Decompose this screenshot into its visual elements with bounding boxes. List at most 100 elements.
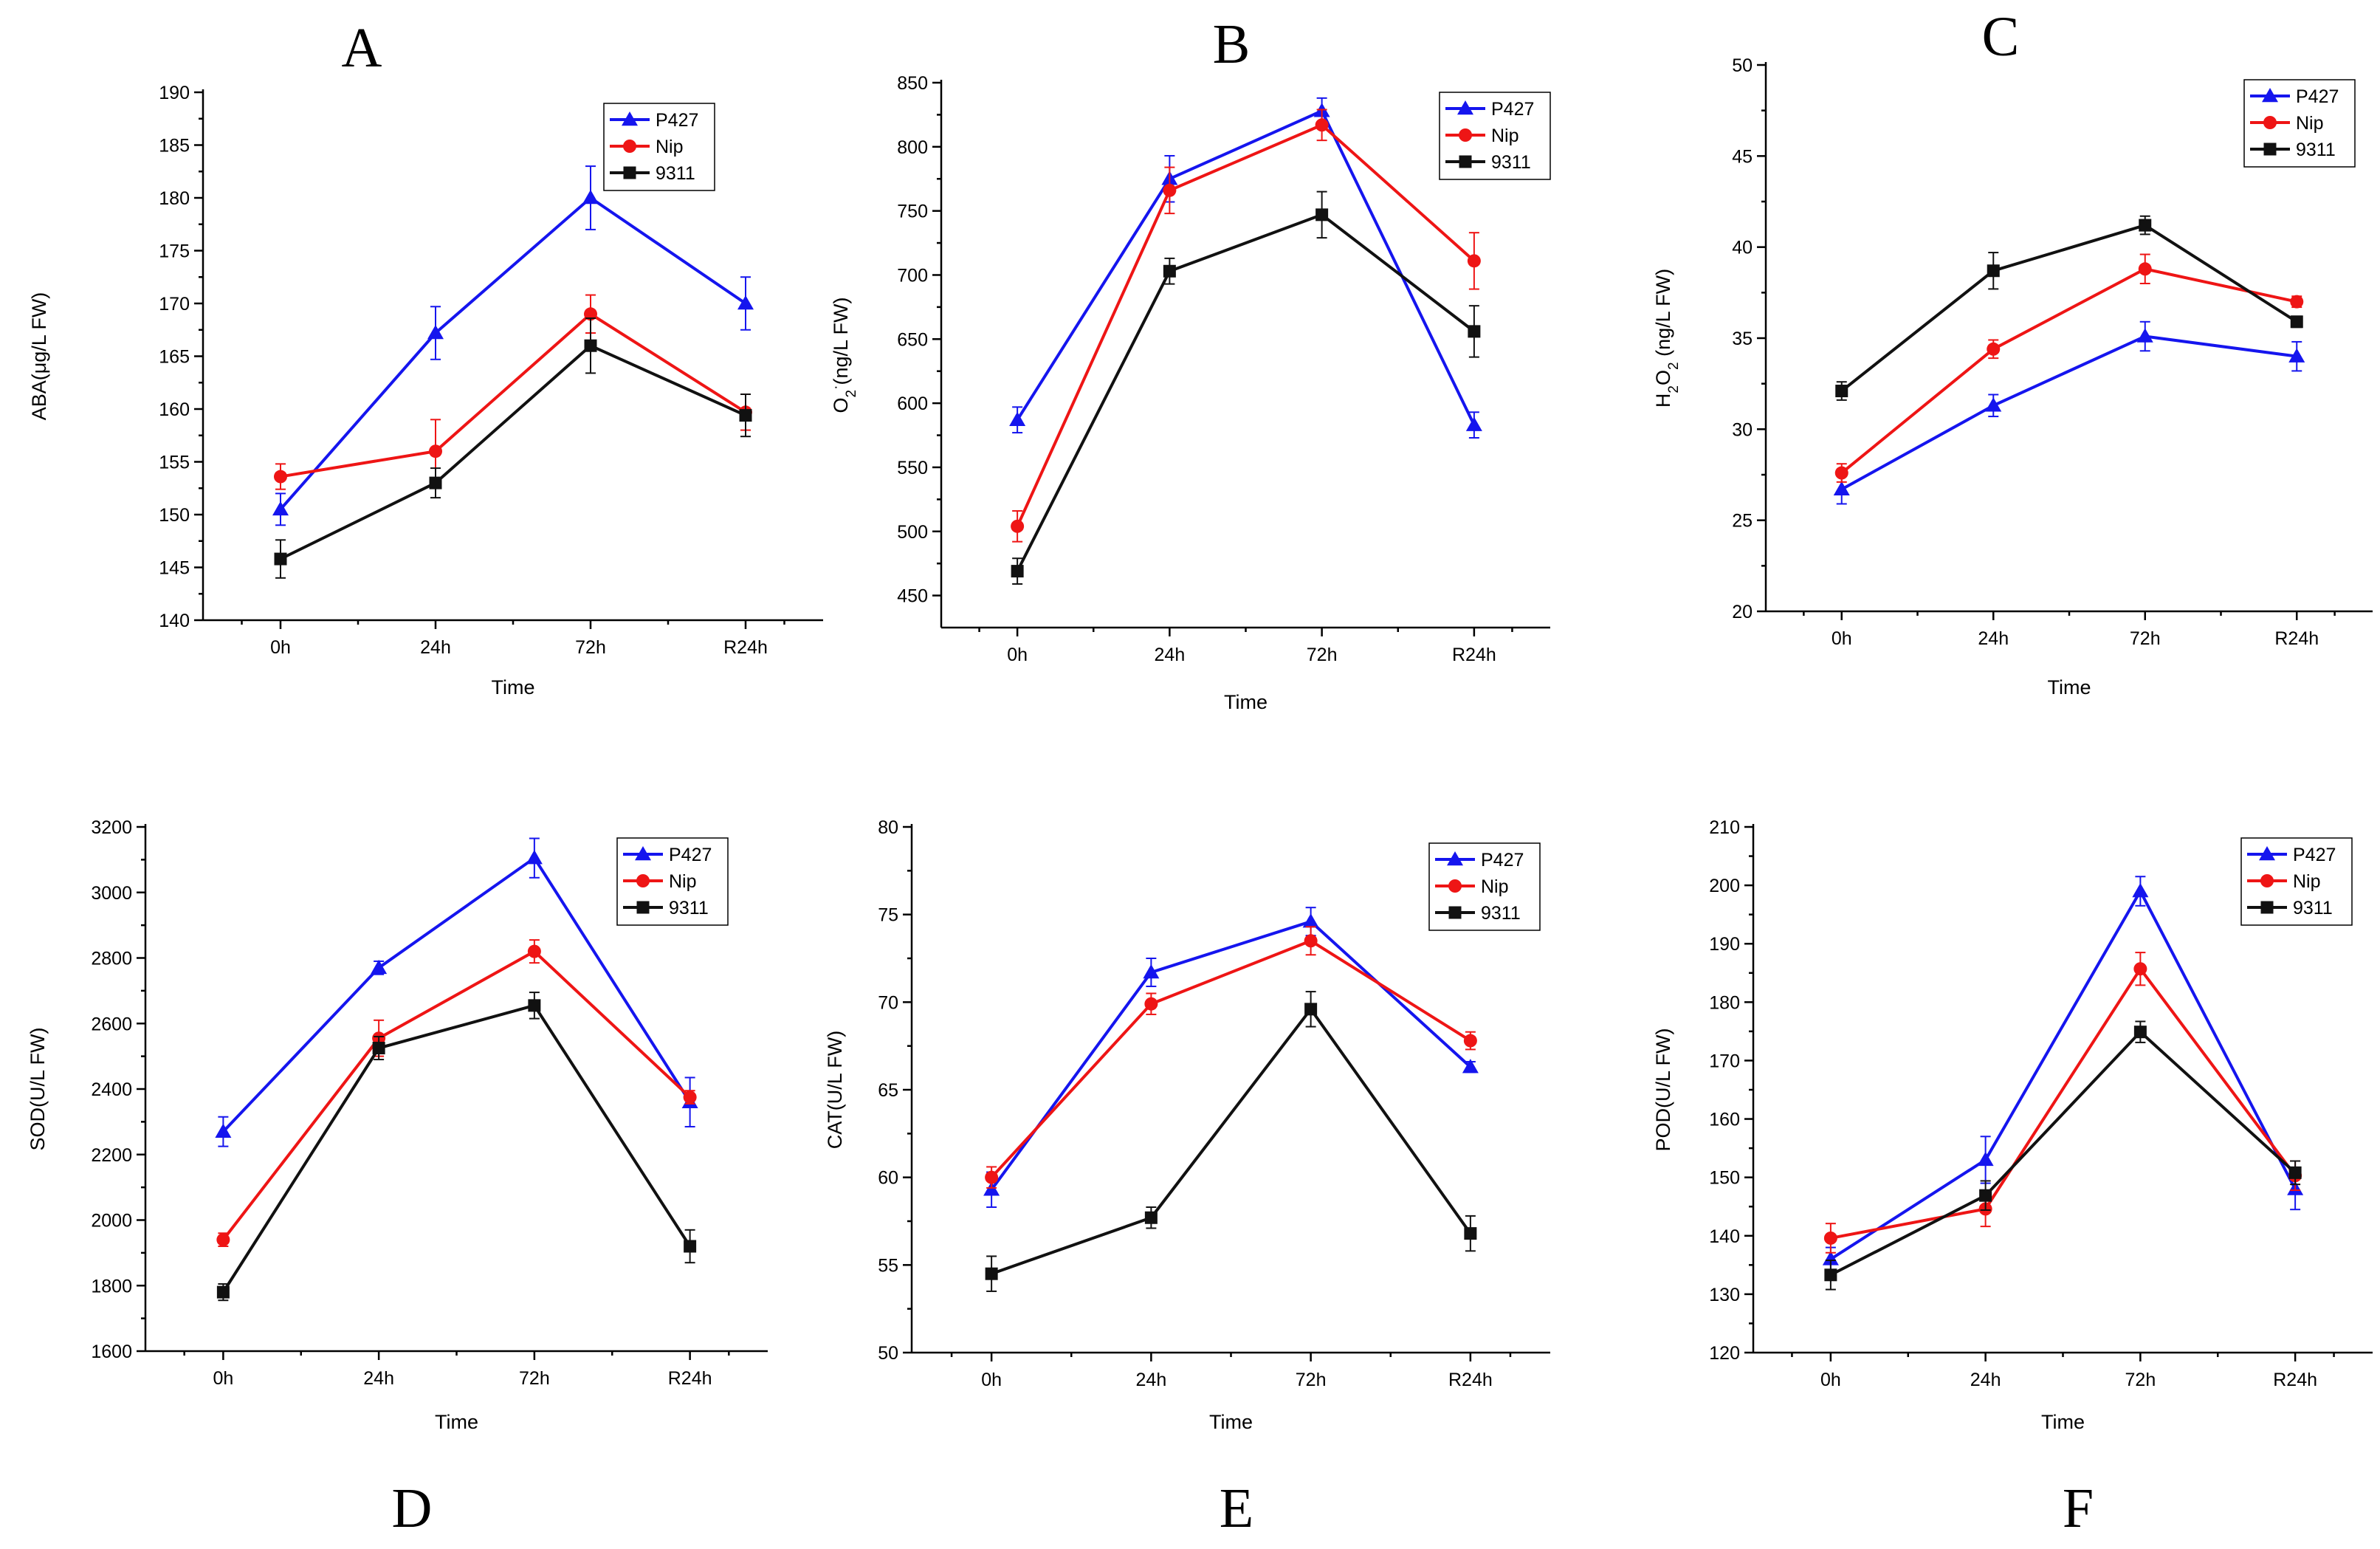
legend-label: 9311: [656, 163, 695, 184]
x-tick-label: 72h: [575, 637, 606, 658]
legend: P427 Nip 9311: [1439, 92, 1551, 180]
y-tick-label: 50: [1732, 55, 1753, 76]
y-tick-label: 600: [897, 394, 928, 414]
x-axis-title: Time: [1209, 1411, 1253, 1433]
data-point: [2288, 348, 2305, 363]
y-tick-label: 50: [878, 1343, 898, 1364]
data-point: [1144, 997, 1158, 1011]
legend-label: Nip: [1481, 876, 1509, 897]
legend: P427 Nip 9311: [1428, 842, 1541, 931]
series-nip: [1834, 253, 2304, 483]
panel-letter: A: [342, 17, 382, 79]
series-nip: [1823, 952, 2302, 1254]
data-point: [526, 850, 543, 865]
data-point: [1468, 325, 1481, 338]
series-nip: [216, 939, 697, 1247]
x-tick-label: 0h: [213, 1368, 233, 1389]
data-point: [1315, 118, 1329, 132]
legend-label: P427: [1481, 850, 1524, 870]
y-tick-label: 190: [159, 83, 190, 103]
y-axis-title-part: POD(U/L FW): [1652, 1028, 1674, 1152]
x-tick-label: 0h: [270, 637, 291, 658]
y-tick-label: 210: [1709, 817, 1740, 838]
series-p427: [272, 165, 754, 526]
data-point: [1163, 183, 1177, 197]
legend-label: Nip: [2296, 113, 2324, 134]
series-9311: [985, 991, 1477, 1292]
x-axis-title: Time: [1224, 691, 1268, 713]
data-point: [985, 1267, 998, 1280]
x-tick-label: 72h: [1307, 645, 1338, 665]
y-tick-label: 25: [1732, 511, 1753, 532]
chart-panel-e: E 50 55 60 65 70 75 80 0h 24h 72h R24h Time CAT(U/L F…: [824, 817, 1550, 1539]
y-tick-label: 2400: [91, 1079, 132, 1100]
y-tick-label: 800: [897, 137, 928, 158]
series-nip: [274, 294, 752, 490]
y-axis-title-part: 2: [844, 390, 859, 398]
x-tick-label: R24h: [2273, 1370, 2317, 1390]
legend-marker: [1457, 100, 1473, 115]
y-axis-title-part: (ng/L FW): [830, 298, 852, 385]
legend-marker: [1447, 851, 1463, 866]
y-axis-title-part: O: [1652, 370, 1674, 385]
series-p427: [983, 907, 1479, 1209]
x-axis-title: Time: [2041, 1411, 2085, 1433]
legend-label: Nip: [2293, 871, 2321, 892]
x-tick-label: 0h: [1832, 628, 1852, 649]
series-line: [1016, 123, 1476, 527]
data-point: [584, 307, 597, 321]
data-point: [739, 409, 752, 422]
legend-label: 9311: [2293, 898, 2333, 918]
y-tick-label: 180: [159, 188, 190, 209]
y-axis-title: POD(U/L FW): [1652, 1028, 1674, 1152]
x-tick-label: 24h: [363, 1368, 394, 1389]
series-line: [1830, 966, 2297, 1240]
y-tick-label: 500: [897, 522, 928, 543]
series-line: [221, 949, 691, 1241]
series-9311: [1835, 215, 2303, 401]
x-tick-label: R24h: [2274, 628, 2319, 649]
data-point: [1463, 1034, 1477, 1048]
data-point: [2138, 262, 2152, 276]
panel-letter: D: [392, 1477, 433, 1539]
data-point: [216, 1233, 230, 1247]
legend-label: 9311: [1481, 903, 1521, 924]
series-9311: [1824, 1020, 2302, 1291]
y-tick-label: 650: [897, 329, 928, 350]
y-tick-label: 150: [1709, 1168, 1740, 1189]
y-tick-label: 140: [159, 611, 190, 631]
legend-label: P427: [656, 110, 698, 131]
series-line: [280, 312, 747, 478]
data-point: [582, 190, 599, 205]
series-line: [1016, 213, 1476, 572]
data-point: [1834, 466, 1848, 480]
data-point: [1302, 913, 1319, 928]
series-line: [991, 1006, 1472, 1276]
y-axis-title-part: 2: [1666, 362, 1682, 370]
y-tick-label: 3200: [91, 817, 132, 838]
x-axis-title: Time: [2048, 676, 2091, 698]
y-tick-label: 190: [1709, 934, 1740, 955]
y-axis-title-part: O: [830, 397, 852, 413]
legend-marker: [622, 111, 638, 126]
data-point: [1163, 264, 1176, 278]
y-axis-title-part: H: [1652, 394, 1674, 408]
y-axis-title-part: 2: [1666, 385, 1682, 394]
data-point: [1987, 342, 2001, 356]
y-tick-label: 140: [1709, 1226, 1740, 1247]
legend-marker: [2263, 142, 2277, 156]
data-point: [1977, 1151, 1994, 1167]
y-tick-label: 180: [1709, 992, 1740, 1013]
series-line: [1016, 109, 1476, 426]
y-tick-label: 550: [897, 458, 928, 478]
series-line: [279, 196, 747, 511]
data-point: [985, 1170, 999, 1184]
data-point: [371, 959, 388, 975]
x-tick-label: 24h: [1970, 1370, 2001, 1390]
legend-marker: [2263, 116, 2277, 129]
y-tick-label: 70: [878, 992, 898, 1013]
series-line: [990, 919, 1472, 1191]
data-point: [684, 1240, 697, 1253]
legend-label: 9311: [2296, 140, 2336, 160]
